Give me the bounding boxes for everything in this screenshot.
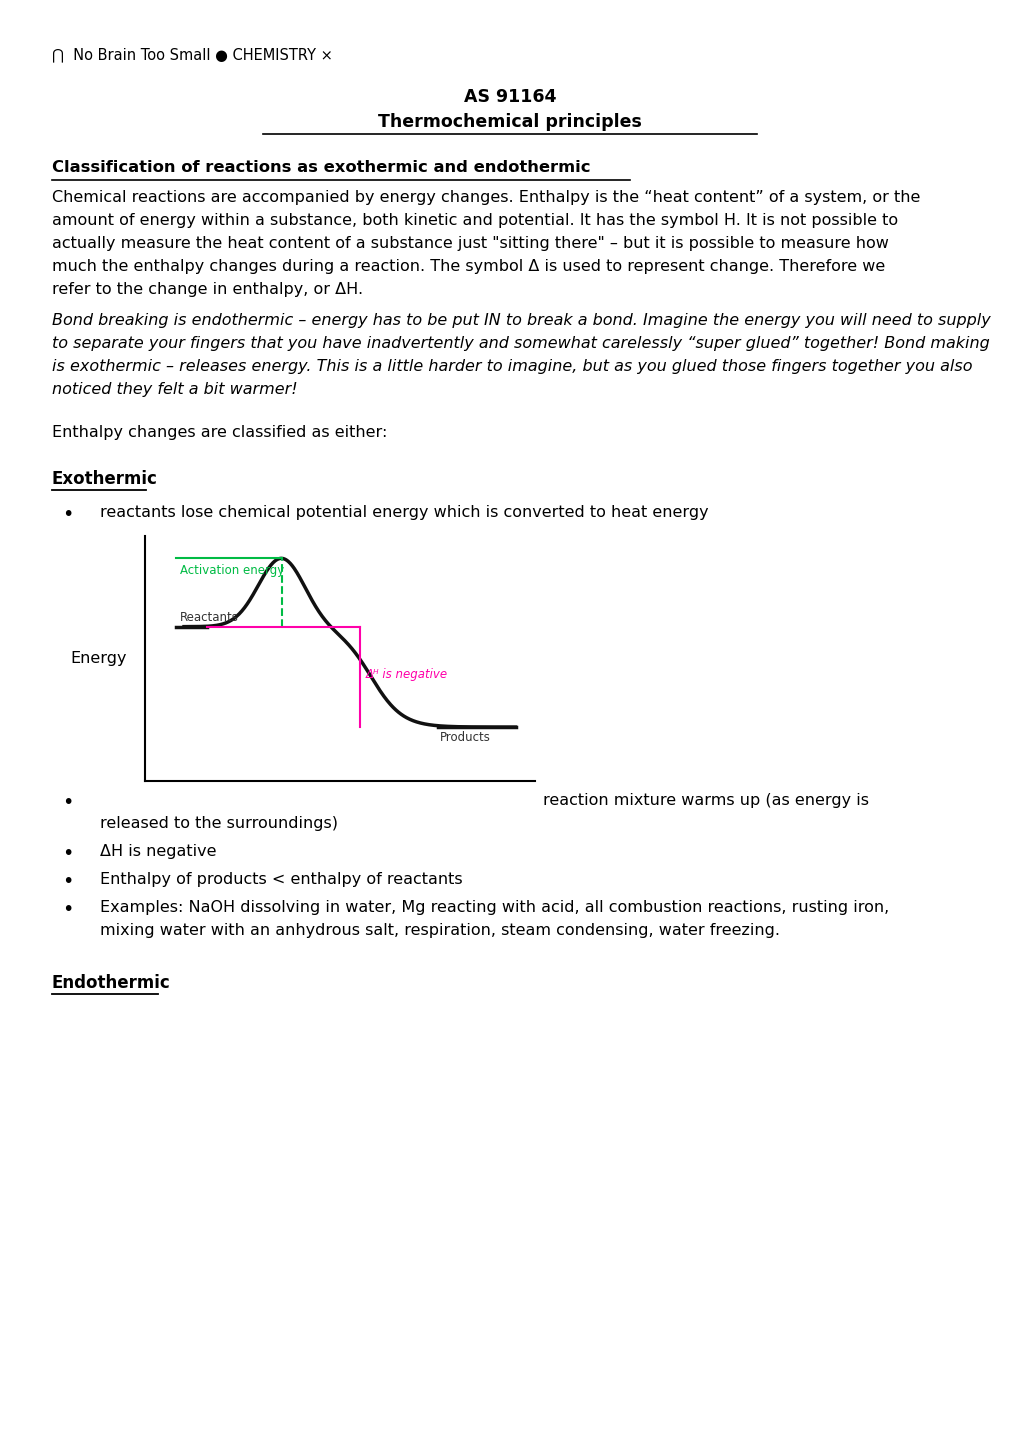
Text: Reactants: Reactants [180,610,238,623]
Text: Enthalpy changes are classified as either:: Enthalpy changes are classified as eithe… [52,426,387,440]
Text: Chemical reactions are accompanied by energy changes. Enthalpy is the “heat cont: Chemical reactions are accompanied by en… [52,190,919,205]
Text: amount of energy within a substance, both kinetic and potential. It has the symb: amount of energy within a substance, bot… [52,214,898,228]
Text: is exothermic – releases energy. This is a little harder to imagine, but as you : is exothermic – releases energy. This is… [52,359,971,374]
Text: •: • [62,900,73,919]
Text: mixing water with an anhydrous salt, respiration, steam condensing, water freezi: mixing water with an anhydrous salt, res… [100,924,780,938]
Text: •: • [62,794,73,812]
Text: Enthalpy of products < enthalpy of reactants: Enthalpy of products < enthalpy of react… [100,872,463,887]
Text: Endothermic: Endothermic [52,974,170,991]
Text: reactants lose chemical potential energy which is converted to heat energy: reactants lose chemical potential energy… [100,505,708,519]
Text: Exothermic: Exothermic [52,470,158,488]
Text: AS 91164: AS 91164 [464,88,555,105]
Text: much the enthalpy changes during a reaction. The symbol Δ is used to represent c: much the enthalpy changes during a react… [52,258,884,274]
Text: Energy: Energy [70,651,127,667]
Text: Bond breaking is endothermic – energy has to be put IN to break a bond. Imagine : Bond breaking is endothermic – energy ha… [52,313,989,328]
Text: ⋂  No Brain Too Small ● CHEMISTRY ⨯: ⋂ No Brain Too Small ● CHEMISTRY ⨯ [52,48,332,62]
Text: Thermochemical principles: Thermochemical principles [378,113,641,131]
Text: released to the surroundings): released to the surroundings) [100,815,337,831]
Text: •: • [62,844,73,863]
Text: actually measure the heat content of a substance just "sitting there" – but it i: actually measure the heat content of a s… [52,237,888,251]
Text: noticed they felt a bit warmer!: noticed they felt a bit warmer! [52,382,298,397]
Text: Δᴴ is negative: Δᴴ is negative [365,668,447,681]
Text: Products: Products [439,730,490,743]
Text: Classification of reactions as exothermic and endothermic: Classification of reactions as exothermi… [52,160,590,175]
Text: •: • [62,872,73,890]
Text: Examples: NaOH dissolving in water, Mg reacting with acid, all combustion reacti: Examples: NaOH dissolving in water, Mg r… [100,900,889,915]
Text: •: • [62,505,73,524]
Text: to separate your fingers that you have inadvertently and somewhat carelessly “su: to separate your fingers that you have i… [52,336,988,351]
Text: Activation energy: Activation energy [180,564,284,577]
Text: ΔH is negative: ΔH is negative [100,844,216,859]
Text: refer to the change in enthalpy, or ΔH.: refer to the change in enthalpy, or ΔH. [52,281,363,297]
Text: reaction mixture warms up (as energy is: reaction mixture warms up (as energy is [542,794,868,808]
